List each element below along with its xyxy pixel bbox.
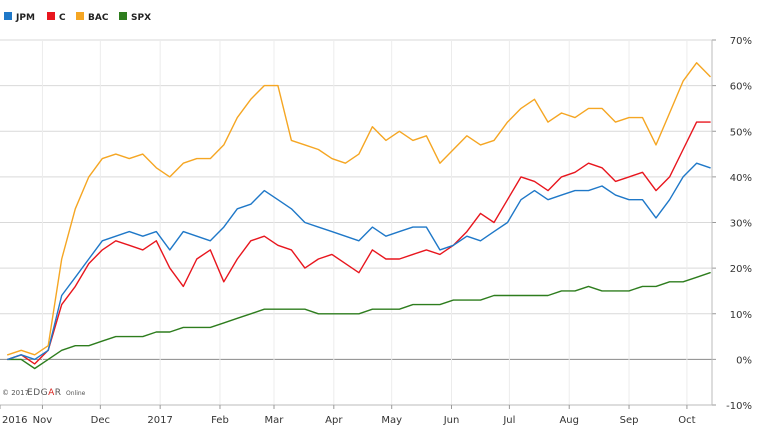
legend-swatch-c <box>47 12 55 20</box>
y-tick-label: 70% <box>730 36 752 47</box>
y-tick-label: 40% <box>730 173 752 184</box>
x-axis: 2016 Nov Dec 2017 Feb Mar Apr May Jun Jul Aug Sep Oc… <box>0 404 712 426</box>
y-tick-label: 50% <box>730 127 752 138</box>
legend-swatch-bac <box>76 12 84 20</box>
x-tick-label: May <box>381 415 402 426</box>
x-tick-label: 2016 <box>2 415 27 426</box>
x-tick-label: Nov <box>33 415 53 426</box>
grid-layer <box>0 39 712 406</box>
legend: JPM C BAC SPX <box>4 12 151 23</box>
x-tick-label: Sep <box>620 415 639 426</box>
x-tick-label: Dec <box>91 415 110 426</box>
legend-swatch-jpm <box>4 12 12 20</box>
x-tick-label: Mar <box>265 415 285 426</box>
legend-label-c: C <box>59 13 66 23</box>
legend-label-bac: BAC <box>88 13 109 23</box>
y-tick-label: 30% <box>730 219 752 230</box>
y-tick-label: 10% <box>730 310 752 321</box>
legend-swatch-spx <box>119 12 127 20</box>
series-line-bac <box>6 62 711 356</box>
y-tick-label: -10% <box>726 401 752 412</box>
credit-brand-online: Online <box>66 390 86 397</box>
series-line-spx <box>6 272 711 370</box>
x-tick-label: 2017 <box>147 415 172 426</box>
series-line-jpm <box>6 162 711 361</box>
x-tick-label: Jul <box>502 415 515 426</box>
x-tick-label: Feb <box>211 415 229 426</box>
credit-copyright: © 2017 <box>2 389 29 397</box>
legend-label-spx: SPX <box>131 13 151 23</box>
series-layer <box>6 62 711 370</box>
legend-label-jpm: JPM <box>15 13 35 23</box>
x-tick-label: Apr <box>325 415 343 426</box>
x-tick-label: Jun <box>443 415 460 426</box>
credit-brand-edgar: EDGAR <box>27 388 62 398</box>
y-tick-label: 20% <box>730 264 752 275</box>
y-tick-label: 0% <box>736 355 752 366</box>
x-tick-label: Oct <box>678 415 695 426</box>
credit-brand: EDGAR <box>27 388 62 398</box>
credit: © 2017 EDGAR Online <box>2 388 86 398</box>
y-tick-label: 60% <box>730 82 752 93</box>
x-tick-label: Aug <box>559 415 579 426</box>
y-axis: 70% 60% 50% 40% 30% 20% 10% 0% -10% <box>711 36 752 412</box>
series-line-c <box>6 121 711 365</box>
